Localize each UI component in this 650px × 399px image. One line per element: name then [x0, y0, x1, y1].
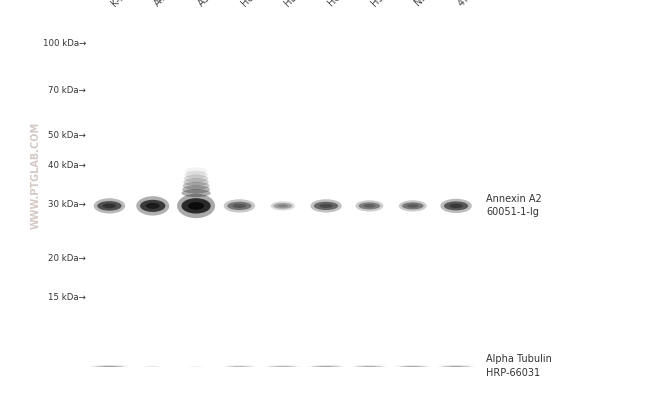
- Ellipse shape: [224, 199, 255, 213]
- Ellipse shape: [227, 202, 252, 210]
- Text: K-562: K-562: [109, 0, 136, 8]
- Ellipse shape: [177, 194, 215, 218]
- Text: 50 kDa→: 50 kDa→: [48, 132, 86, 140]
- Ellipse shape: [136, 196, 169, 215]
- Ellipse shape: [184, 174, 208, 182]
- Text: 40 kDa→: 40 kDa→: [48, 161, 86, 170]
- Ellipse shape: [98, 201, 122, 211]
- Text: HepG2: HepG2: [326, 0, 357, 8]
- Ellipse shape: [181, 189, 211, 197]
- Ellipse shape: [440, 199, 472, 213]
- Ellipse shape: [140, 200, 165, 212]
- Ellipse shape: [181, 198, 211, 213]
- Text: NIH/3T3: NIH/3T3: [413, 0, 447, 8]
- Ellipse shape: [310, 199, 342, 213]
- Ellipse shape: [233, 204, 246, 208]
- Text: HEK-293: HEK-293: [283, 0, 318, 8]
- Text: 100 kDa→: 100 kDa→: [43, 39, 86, 47]
- Ellipse shape: [363, 204, 375, 207]
- Ellipse shape: [103, 203, 116, 208]
- Text: Alpha Tubulin
HRP-66031: Alpha Tubulin HRP-66031: [486, 354, 552, 378]
- Ellipse shape: [270, 201, 295, 211]
- Text: 70 kDa→: 70 kDa→: [48, 87, 86, 95]
- Ellipse shape: [399, 200, 426, 211]
- Ellipse shape: [444, 201, 468, 210]
- Text: A549: A549: [196, 0, 221, 8]
- Ellipse shape: [146, 203, 160, 209]
- Ellipse shape: [185, 171, 207, 179]
- Ellipse shape: [407, 204, 419, 207]
- Ellipse shape: [359, 202, 380, 209]
- Ellipse shape: [319, 204, 333, 208]
- Ellipse shape: [356, 200, 383, 211]
- Ellipse shape: [274, 203, 292, 209]
- Ellipse shape: [314, 202, 338, 210]
- Ellipse shape: [183, 182, 209, 190]
- Ellipse shape: [449, 203, 463, 208]
- Text: 4T1: 4T1: [456, 0, 476, 8]
- Ellipse shape: [188, 202, 204, 210]
- Text: WWW.PTGLAB.COM: WWW.PTGLAB.COM: [31, 122, 41, 229]
- Ellipse shape: [278, 204, 288, 207]
- Text: HSC-T6: HSC-T6: [369, 0, 401, 8]
- Ellipse shape: [182, 186, 210, 194]
- Text: 15 kDa→: 15 kDa→: [48, 293, 86, 302]
- Ellipse shape: [402, 202, 424, 209]
- Ellipse shape: [183, 178, 209, 186]
- Text: Annexin A2
60051-1-Ig: Annexin A2 60051-1-Ig: [486, 194, 542, 217]
- Text: HeLa: HeLa: [239, 0, 264, 8]
- Text: A431: A431: [153, 0, 177, 8]
- Text: 30 kDa→: 30 kDa→: [48, 200, 86, 209]
- Text: 20 kDa→: 20 kDa→: [48, 254, 86, 263]
- Ellipse shape: [94, 198, 125, 213]
